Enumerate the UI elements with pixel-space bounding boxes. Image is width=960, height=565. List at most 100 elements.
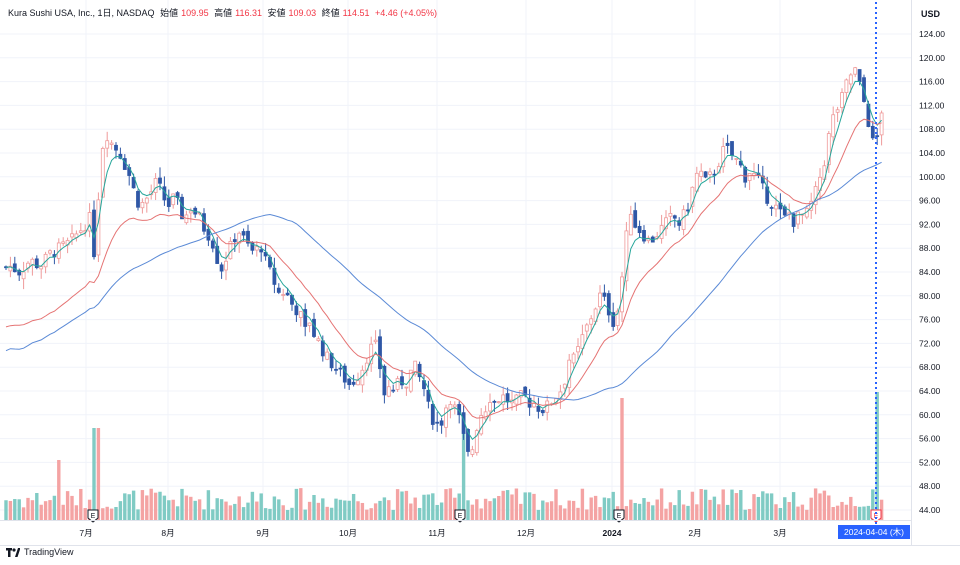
candle-body [136,191,140,208]
volume-bar [294,488,299,520]
volume-bar [527,492,532,520]
candle-body [351,381,356,385]
time-tick-label: 2月 [688,528,701,538]
time-scale[interactable]: 7月 8月 9月 10月 11月 12月 2024 2月 3月 [0,520,911,545]
volume-bar [92,428,96,520]
price-tick-label: 112.00 [919,100,945,110]
ma-mid-line [5,118,882,419]
volume-bar [52,495,57,520]
candle-body [690,186,695,207]
volume-bar [756,496,761,520]
volume-bar [189,496,193,520]
candle-body [316,338,321,341]
volume-bar [391,509,395,520]
volume-bar [237,496,241,520]
volume-bar [219,499,224,520]
volume-bar [312,495,316,520]
price-scale[interactable]: 124.00 120.00 116.00 112.00 108.00 104.00 100.… [911,0,960,545]
candle-body [171,193,176,206]
price-tick-label: 80.00 [919,291,941,301]
volume-bar [717,504,721,520]
candle-body [254,246,259,251]
candle-body [347,378,352,386]
candle-body [338,367,343,370]
currency-label[interactable]: USD [921,9,941,19]
volume-bar [677,490,681,520]
volume-bar [800,504,805,520]
volume-bar [739,490,743,520]
volume-bar [809,497,813,520]
earnings-marker-label: E [617,513,622,520]
volume-bar [554,489,558,520]
candle-body [426,389,431,402]
volume-bar [871,489,875,520]
volume-bar [879,499,884,520]
volume-bar [752,494,756,520]
volume-bar [725,504,730,520]
volume-bar [571,500,576,520]
volume-bar [281,505,285,520]
candle-body [70,233,74,238]
volume-bar [211,509,215,520]
volume-bar [329,507,334,520]
volume-bar [558,505,563,520]
volume-bar [747,508,752,520]
volume-bar [703,489,708,520]
volume-bar [246,502,250,520]
candle-body [826,133,831,166]
volume-bar [413,497,417,520]
volume-bar [17,499,21,520]
candle-body [298,311,303,318]
volume-bar [624,506,629,520]
volume-bar [4,500,8,520]
volume-bar [514,488,519,520]
volume-bar [233,503,237,520]
crosshair-date-label: 2024-04-04 (木) [838,525,910,539]
volume-bar [57,460,61,520]
time-tick-label: 3月 [773,528,786,538]
candle-body [276,287,281,293]
volume-bar [321,498,325,520]
candle-body [109,142,114,145]
volume-bar [263,508,268,520]
high-value: 116.31 [235,8,263,18]
volume-bar [730,489,734,520]
volume-bar [96,428,101,520]
volume-bar [61,504,65,520]
price-tick-label: 88.00 [919,243,941,253]
volume-bar [827,495,831,520]
candle-body [474,430,479,454]
candles [4,66,884,458]
volume-bar [849,496,853,520]
volume-bar [202,509,206,520]
candle-body [144,197,149,204]
close-label: 終値 [321,8,340,18]
price-tick-label: 92.00 [919,219,941,229]
candle-body [78,230,83,233]
volume-bar [338,499,343,520]
volume-bar [620,398,624,520]
candle-body [672,215,677,219]
volume-bar [778,507,783,520]
candle-body [281,294,286,296]
low-label: 安値 [267,8,286,18]
candle-body [430,403,435,425]
volume-bar [241,507,246,520]
volume-bar [197,499,202,520]
volume-bar [13,499,17,520]
volume-bar [290,507,294,520]
volume-bar [149,488,153,520]
candle-body [602,292,607,297]
volume-bar [633,503,637,520]
candle-body [844,79,849,93]
tradingview-logo[interactable]: TradingView [6,547,74,557]
volume-bar [299,488,303,520]
volume-bar [743,509,747,520]
candle-body [8,265,13,272]
volume-bar [673,505,677,520]
volume-bar [483,498,488,520]
candle-body [114,144,118,151]
candle-body [769,207,774,209]
volume-bar [153,492,158,520]
